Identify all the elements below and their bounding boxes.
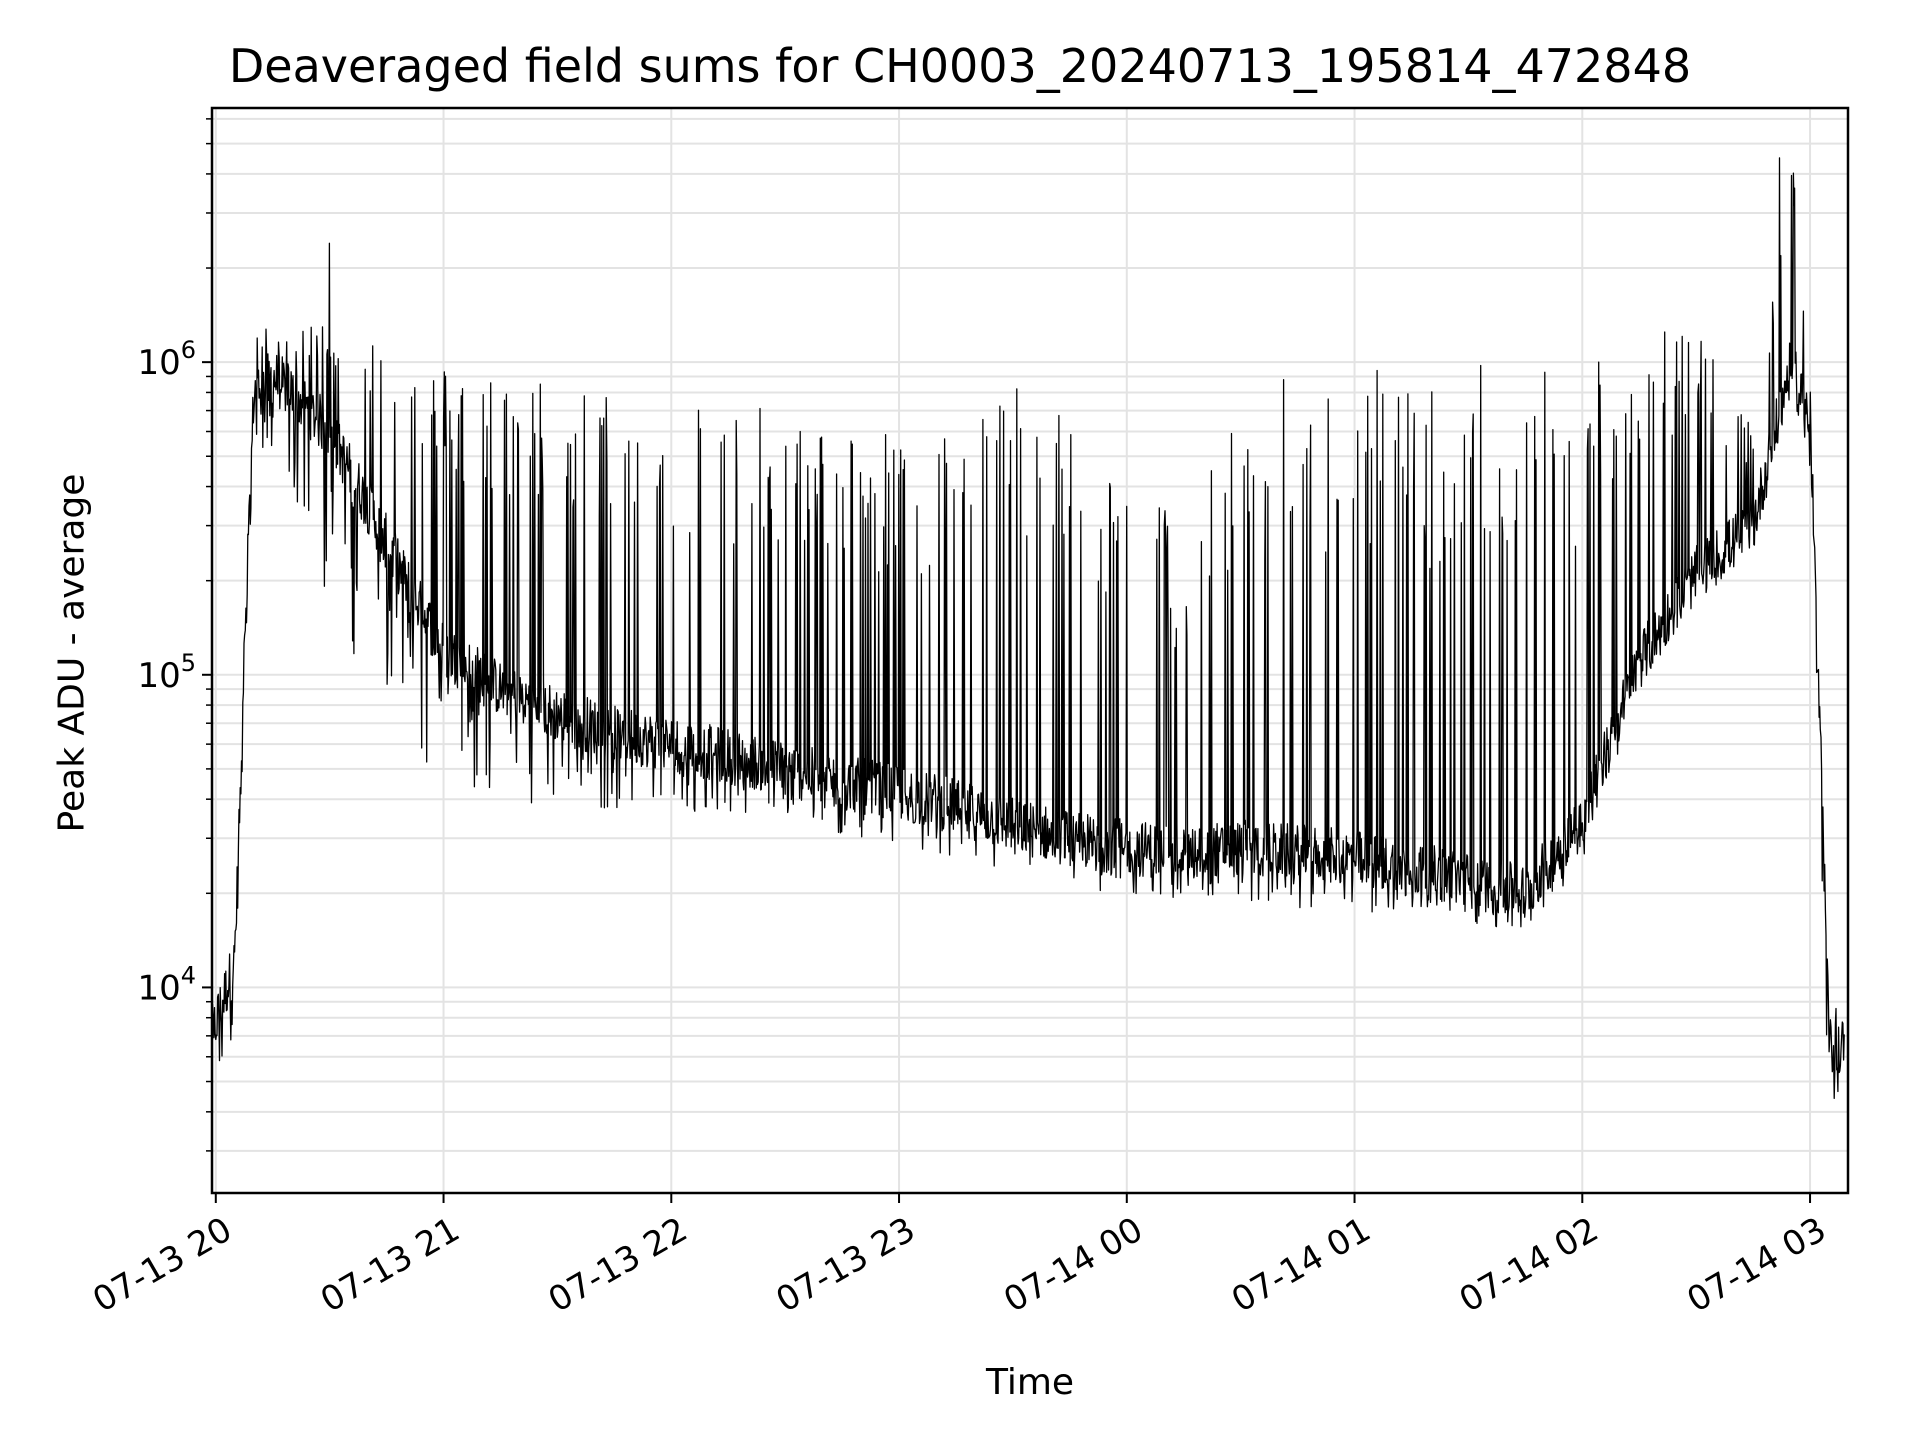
- chart-title: Deaveraged field sums for CH0003_2024071…: [228, 39, 1692, 93]
- x-tick-label: 07-14 02: [1453, 1210, 1605, 1321]
- y-tick-label: 106: [137, 336, 196, 383]
- x-tick-label: 07-13 23: [770, 1210, 922, 1321]
- series-line: [211, 157, 1845, 1100]
- y-tick-label: 104: [137, 961, 196, 1008]
- plot-frame: [210, 106, 1850, 1195]
- x-tick-label: 07-13 21: [314, 1210, 466, 1321]
- x-tick-label: 07-13 20: [86, 1210, 238, 1321]
- x-tick-label: 07-14 01: [1225, 1210, 1377, 1321]
- x-axis-label: Time: [985, 1362, 1075, 1403]
- x-tick-label: 07-14 03: [1681, 1210, 1833, 1321]
- x-tick-label: 07-14 00: [997, 1210, 1149, 1321]
- x-tick-label: 07-13 22: [542, 1210, 694, 1321]
- y-tick-label: 105: [137, 649, 196, 696]
